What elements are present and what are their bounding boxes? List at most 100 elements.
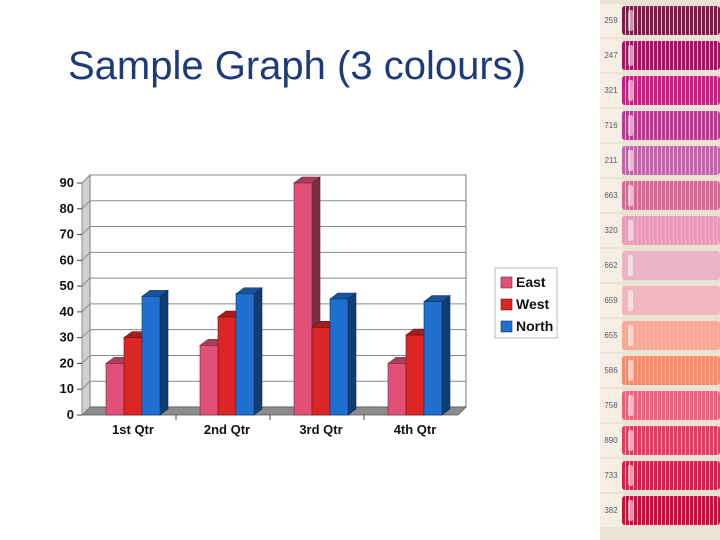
thread-wind: [622, 181, 720, 210]
thread-spools-photo: 259 247 321 716 211 663 320 662 659 655 586 758 890 7…: [600, 0, 720, 540]
spool-number-label: 321: [600, 74, 622, 107]
y-tick-label: 90: [60, 175, 74, 190]
bar-side: [441, 294, 451, 416]
spool-number-label: 663: [600, 179, 622, 212]
thread-spool: 758: [600, 389, 720, 422]
thread-wind: [622, 76, 720, 105]
bar: [387, 363, 407, 416]
spool-number-label: 655: [600, 319, 622, 352]
thread-wind: [622, 41, 720, 70]
spool-number-label: 382: [600, 494, 622, 527]
spool-number-label: 586: [600, 354, 622, 387]
spool-number-label: 211: [600, 144, 622, 177]
thread-spool: 655: [600, 319, 720, 352]
x-tick-label: 2nd Qtr: [204, 422, 250, 437]
y-tick-label: 50: [60, 278, 74, 293]
gridline-depth: [81, 277, 91, 287]
bar: [217, 316, 237, 416]
bar: [293, 182, 313, 416]
spool-sheen: [628, 430, 633, 451]
thread-wind: [622, 391, 720, 420]
spool-number-label: 247: [600, 39, 622, 72]
thread-spool: 890: [600, 424, 720, 457]
spool-sheen: [628, 45, 633, 66]
thread-wind: [622, 251, 720, 280]
bar: [311, 327, 331, 416]
legend-label: West: [516, 296, 550, 312]
bar: [105, 363, 125, 416]
bar-side: [347, 292, 357, 416]
thread-wind: [622, 216, 720, 245]
thread-wind: [622, 426, 720, 455]
thread-wind: [622, 286, 720, 315]
y-tick-label: 30: [60, 330, 74, 345]
spool-sheen: [628, 115, 633, 136]
spool-sheen: [628, 220, 633, 241]
y-tick-label: 60: [60, 252, 74, 267]
gridline-depth: [81, 329, 91, 339]
bar-chart: 0 10 20 30 40 50 60 70 80 90 1st Qtr 2nd Qtr 3rd Qtr…: [60, 174, 558, 437]
thread-spool: 659: [600, 284, 720, 317]
bar-side: [253, 287, 263, 416]
spool-sheen: [628, 10, 633, 31]
x-tick-label: 3rd Qtr: [299, 422, 342, 437]
spool-number-label: 758: [600, 389, 622, 422]
thread-spool: 662: [600, 249, 720, 282]
gridline-depth: [81, 303, 91, 313]
y-tick-label: 20: [60, 355, 74, 370]
spool-number-label: 320: [600, 214, 622, 247]
thread-spool: 247: [600, 39, 720, 72]
thread-wind: [622, 111, 720, 140]
bar-side: [159, 289, 169, 416]
legend-swatch: [500, 320, 513, 333]
thread-spool: 211: [600, 144, 720, 177]
bar: [423, 301, 443, 416]
spool-sheen: [628, 360, 633, 381]
gridline-depth: [81, 226, 91, 235]
spool-sheen: [628, 500, 633, 521]
spool-sheen: [628, 325, 633, 346]
spool-number-label: 733: [600, 459, 622, 492]
thread-spool: 320: [600, 214, 720, 247]
thread-spool: 259: [600, 4, 720, 37]
bar: [123, 337, 143, 416]
thread-spool: 382: [600, 494, 720, 527]
y-tick-label: 40: [60, 304, 74, 319]
legend-label: North: [516, 318, 553, 334]
y-tick-label: 70: [60, 227, 74, 242]
bar: [405, 334, 425, 416]
slide-title: Sample Graph (3 colours): [68, 44, 526, 88]
y-tick-label: 80: [60, 201, 74, 216]
x-tick-label: 1st Qtr: [112, 422, 154, 437]
spool-number-label: 259: [600, 4, 622, 37]
y-tick-label: 10: [60, 381, 74, 396]
spool-number-label: 890: [600, 424, 622, 457]
thread-spool: 733: [600, 459, 720, 492]
spool-sheen: [628, 80, 633, 101]
gridline-depth: [81, 174, 91, 184]
gridline-depth: [81, 251, 91, 261]
spool-sheen: [628, 465, 633, 486]
spool-sheen: [628, 150, 633, 171]
bar: [235, 293, 255, 416]
legend-swatch: [500, 298, 513, 311]
spool-number-label: 716: [600, 109, 622, 142]
thread-spool: 663: [600, 179, 720, 212]
spool-number-label: 662: [600, 249, 622, 282]
spool-sheen: [628, 290, 633, 311]
spool-sheen: [628, 395, 633, 416]
thread-spool: 586: [600, 354, 720, 387]
thread-wind: [622, 321, 720, 350]
bar: [141, 296, 161, 416]
plot-side-wall: [81, 174, 91, 416]
gridline-depth: [81, 355, 91, 364]
thread-spool: 321: [600, 74, 720, 107]
legend-swatch: [500, 276, 513, 289]
x-tick-label: 4th Qtr: [394, 422, 437, 437]
thread-wind: [622, 496, 720, 525]
thread-wind: [622, 6, 720, 35]
thread-wind: [622, 146, 720, 175]
spool-sheen: [628, 255, 633, 276]
gridline-depth: [81, 200, 91, 210]
thread-spool: 716: [600, 109, 720, 142]
